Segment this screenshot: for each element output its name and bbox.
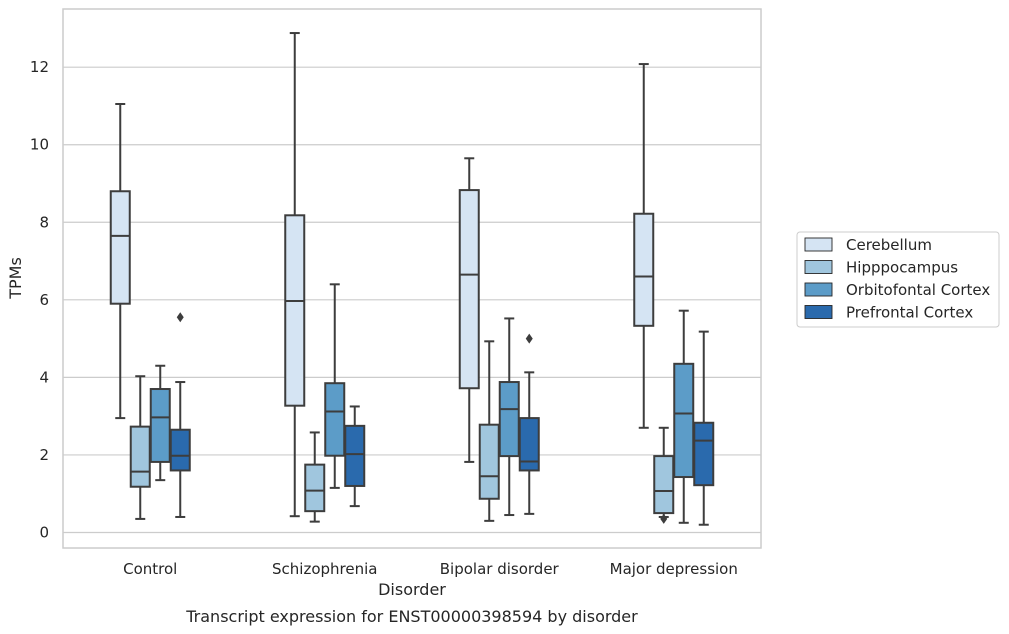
y-tick-label: 6 — [39, 291, 49, 309]
box-3-0 — [633, 63, 655, 429]
box-iqr — [693, 421, 715, 487]
chart-caption: Transcript expression for ENST0000039859… — [185, 607, 638, 626]
box-iqr — [673, 362, 695, 479]
box-iqr — [149, 388, 171, 463]
y-tick-label: 2 — [39, 446, 49, 464]
legend-label: Prefrontal Cortex — [846, 304, 973, 322]
box-1-1 — [304, 431, 326, 523]
outlier-point — [176, 312, 184, 323]
x-tick-label: Control — [123, 560, 177, 578]
legend-frame — [796, 231, 1000, 328]
x-tick-labels: Control Schizophrenia Bipolar disorder Majo… — [123, 560, 738, 578]
x-tick-label: Major depression — [610, 560, 738, 578]
x-tick-label: Schizophrenia — [272, 560, 377, 578]
y-tick-label: 4 — [39, 368, 49, 386]
box-iqr — [169, 428, 191, 472]
box-iqr — [129, 425, 151, 488]
x-axis-title: Disorder — [378, 580, 446, 599]
box-1-3 — [344, 405, 366, 508]
legend-items: Cerebellum Hipppocampus Orbitofontal Corte… — [804, 236, 990, 322]
legend-swatch — [804, 305, 833, 319]
boxes — [109, 32, 715, 526]
box-0-2 — [149, 364, 171, 482]
box-3-3 — [693, 330, 715, 526]
y-tick-labels: 0 2 4 6 8 10 12 — [30, 58, 49, 541]
box-1-0 — [284, 32, 306, 518]
y-tick-label: 8 — [39, 213, 49, 231]
box-1-2 — [324, 283, 346, 489]
legend: Cerebellum Hipppocampus Orbitofontal Corte… — [796, 231, 1000, 328]
box-0-3 — [169, 312, 191, 518]
y-tick-label: 0 — [39, 523, 49, 541]
box-3-1 — [653, 426, 675, 524]
outlier-point — [660, 513, 668, 524]
legend-swatch — [804, 282, 833, 297]
box-iqr — [518, 417, 540, 472]
box-iqr — [344, 424, 366, 487]
legend-label: Cerebellum — [846, 236, 932, 254]
box-iqr — [498, 381, 520, 458]
outlier-point — [525, 333, 533, 344]
x-tick-label: Bipolar disorder — [440, 560, 560, 578]
box-iqr — [633, 212, 655, 327]
legend-swatch — [804, 237, 833, 252]
box-2-0 — [458, 157, 480, 463]
box-iqr — [458, 189, 480, 390]
legend-swatch — [804, 260, 833, 274]
legend-label: Orbitofontal Cortex — [846, 281, 990, 299]
y-tick-label: 10 — [30, 136, 49, 154]
y-tick-label: 12 — [30, 58, 49, 76]
box-2-1 — [478, 340, 500, 522]
box-iqr — [653, 455, 675, 515]
y-axis-title: TPMs — [6, 257, 25, 300]
box-0-0 — [109, 103, 131, 420]
box-iqr — [284, 214, 306, 407]
box-iqr — [109, 190, 131, 305]
box-iqr — [324, 382, 346, 457]
box-2-3 — [518, 333, 540, 515]
box-iqr — [478, 423, 500, 500]
legend-label: Hipppocampus — [846, 259, 958, 277]
box-iqr — [304, 463, 326, 513]
box-3-2 — [673, 309, 695, 524]
